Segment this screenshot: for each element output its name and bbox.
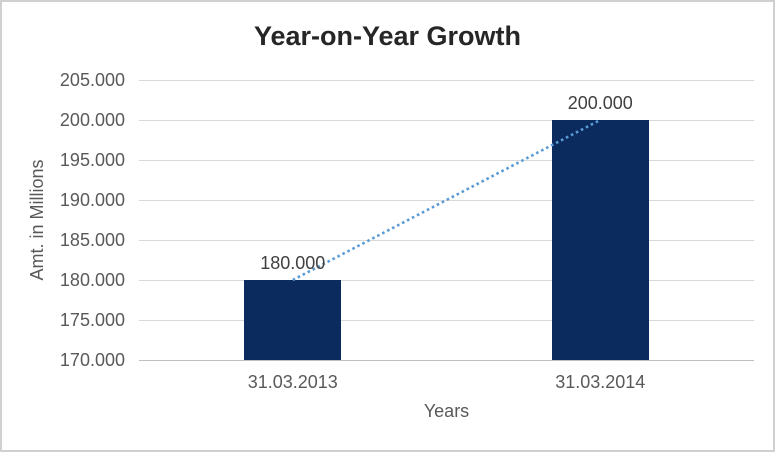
- gridline: [139, 279, 754, 281]
- gridline: [139, 159, 754, 161]
- x-axis-tick-label: 31.03.2013: [247, 372, 338, 392]
- y-axis-tick-label: 175.000: [59, 310, 125, 330]
- y-axis-tick-label: 180.000: [59, 270, 125, 290]
- y-axis-tick-label: 200.000: [59, 110, 125, 130]
- data-label-31.03.2013: 180.000: [260, 253, 326, 273]
- plot-area: 180.000 200.000: [139, 79, 754, 361]
- y-axis-tick-label: 185.000: [59, 230, 125, 250]
- gridline: [139, 319, 754, 321]
- bar-31.03.2014: [551, 120, 649, 360]
- gridline: [139, 79, 754, 81]
- trendline: [292, 118, 601, 282]
- gridline: [139, 199, 754, 201]
- chart-title: Year-on-Year Growth: [253, 21, 522, 51]
- y-axis-tick-label: 190.000: [59, 190, 125, 210]
- y-axis-tick-label: 170.000: [59, 350, 125, 370]
- x-axis-tick-label: 31.03.2014: [555, 372, 646, 392]
- x-axis-title: Years: [423, 401, 470, 421]
- y-axis-tick-label: 205.000: [59, 70, 125, 90]
- gridline: [139, 119, 754, 121]
- gridline: [139, 239, 754, 241]
- data-label-31.03.2014: 200.000: [567, 93, 633, 113]
- y-axis-tick-label: 195.000: [59, 150, 125, 170]
- bar-31.03.2013: [244, 280, 342, 360]
